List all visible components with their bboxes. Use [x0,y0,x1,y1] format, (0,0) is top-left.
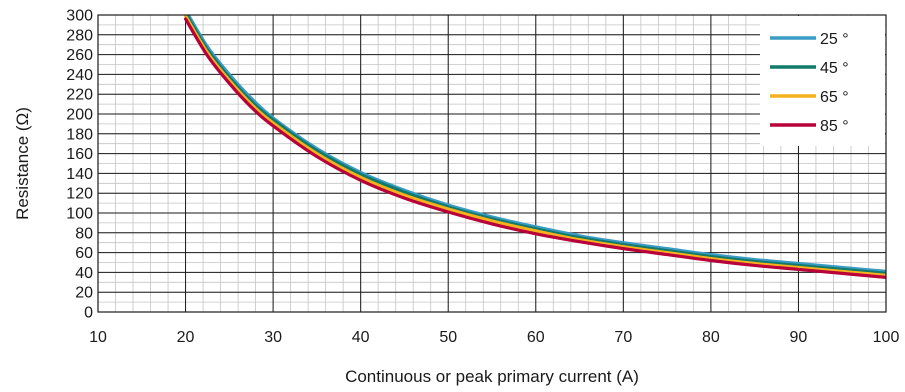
legend-label-1: 45 ° [820,60,849,77]
series-line-3 [183,17,886,279]
plot-frame [97,14,887,313]
x-tick-label: 30 [264,329,282,346]
y-tick-label: 120 [66,186,93,203]
x-tick-label: 60 [527,329,545,346]
y-tick-label: 140 [66,166,93,183]
series-layer [183,15,886,279]
x-tick-label: 40 [352,329,370,346]
x-axis-title: Continuous or peak primary current (A) [345,367,639,386]
y-tick-label: 280 [66,27,93,44]
legend: 25 ° 45 ° 65 ° 85 ° [760,16,885,146]
y-tick-label: 40 [75,265,93,282]
series-line-0 [186,15,886,274]
series-line-1 [184,15,886,275]
x-tick-label: 100 [873,329,900,346]
y-tick-label: 260 [66,47,93,64]
y-tick-label: 60 [75,245,93,262]
y-tick-label: 220 [66,87,93,104]
legend-label-2: 65 ° [820,89,849,106]
y-tick-label: 100 [66,206,93,223]
x-tick-label: 70 [614,329,632,346]
x-tick-label: 50 [439,329,457,346]
x-tick-label: 10 [89,329,107,346]
series-line-2 [183,15,886,277]
y-tick-label: 20 [75,285,93,302]
x-tick-label: 90 [790,329,808,346]
x-tick-labels: 10 20 30 40 50 60 70 80 90 100 [89,329,899,346]
y-tick-label: 180 [66,126,93,143]
y-axis-title: Resistance (Ω) [13,107,32,220]
y-tick-label: 160 [66,146,93,163]
x-tick-label: 80 [702,329,720,346]
y-tick-label: 200 [66,107,93,124]
legend-label-3: 85 ° [820,118,849,135]
y-tick-label: 300 [66,8,93,25]
y-tick-label: 0 [84,305,93,322]
x-tick-label: 20 [177,329,195,346]
legend-label-0: 25 ° [820,31,849,48]
y-tick-label: 80 [75,225,93,242]
y-tick-label: 240 [66,67,93,84]
y-tick-labels: 0 20 40 60 80 100 120 140 160 180 200 220 240 260 280 3… [66,8,93,322]
